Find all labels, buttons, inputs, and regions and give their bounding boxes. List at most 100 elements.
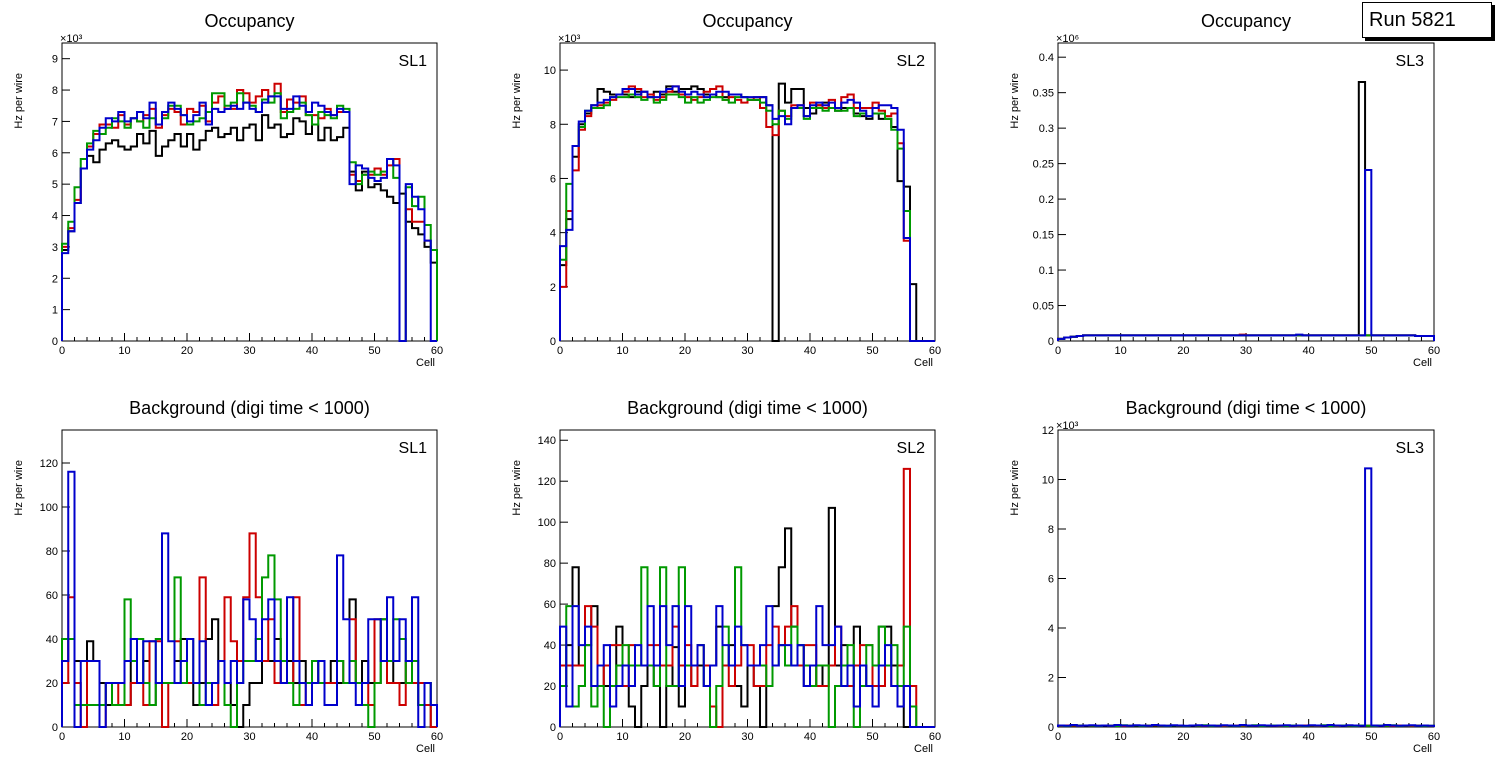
chart-2-xtick-label: 10 (616, 345, 628, 357)
chart-6-exponent: ×10³ (1056, 420, 1079, 432)
chart-1-ytick-label: 2 (52, 273, 58, 285)
chart-4-xtick-label: 30 (243, 731, 255, 743)
chart-1-exponent: ×10³ (60, 33, 83, 45)
chart-3-xlabel: Cell (1413, 357, 1432, 369)
chart-4-xtick-label: 40 (306, 731, 318, 743)
chart-3-frame (1057, 42, 1435, 342)
chart-4-xtick-label: 10 (118, 731, 130, 743)
chart-2-ytick-label: 4 (550, 228, 556, 240)
chart-5-ytick-label: 120 (538, 476, 556, 488)
chart-1-ytick-label: 8 (52, 85, 58, 97)
chart-6-ytick-label: 0 (1048, 722, 1054, 734)
chart-5-ytick-label: 60 (544, 599, 556, 611)
chart-2-title: Occupancy (702, 11, 792, 31)
chart-1-series-layer3 (61, 92, 438, 342)
chart-3-xtick-label: 30 (1240, 345, 1252, 357)
chart-2-series-layer4 (559, 85, 935, 342)
chart-2-frame (559, 42, 936, 342)
chart-6-ytick-label: 2 (1048, 673, 1054, 685)
chart-1-series-layer4 (61, 95, 437, 342)
chart-6-frame (1057, 429, 1435, 728)
chart-4-title: Background (digi time < 1000) (129, 398, 370, 418)
chart-1-ytick-label: 5 (52, 179, 58, 191)
chart-3-ytick-label: 0 (1048, 336, 1054, 348)
chart-1-title: Occupancy (204, 11, 294, 31)
chart-3-ytick-label: 0.1 (1039, 265, 1054, 277)
chart-2-ylabel: Hz per wire (511, 73, 523, 129)
chart-4-xlabel: Cell (416, 743, 435, 755)
chart-4-xtick-label: 50 (368, 731, 380, 743)
chart-5-ytick-label: 40 (544, 640, 556, 652)
chart-3-xtick-label: 20 (1177, 345, 1189, 357)
chart-4-ytick-label: 20 (46, 678, 58, 690)
chart-1-series-layer1 (61, 114, 438, 341)
chart-6-xtick-label: 50 (1365, 731, 1377, 743)
chart-5-ytick-label: 20 (544, 681, 556, 693)
chart-1-xtick-label: 50 (368, 345, 380, 357)
chart-6-series-layer4 (1057, 467, 1435, 727)
chart-6-ytick-label: 6 (1048, 574, 1054, 586)
chart-1-xtick-label: 20 (181, 345, 193, 357)
run-label: Run 5821 (1369, 9, 1456, 31)
chart-2-series-layer1 (559, 82, 935, 342)
chart-4-ytick-label: 120 (40, 458, 58, 470)
chart-3-xtick-label: 50 (1365, 345, 1377, 357)
chart-1-ytick-label: 0 (52, 336, 58, 348)
chart-5-title: Background (digi time < 1000) (627, 398, 868, 418)
chart-5-xtick-label: 60 (929, 731, 941, 743)
chart-1-ytick-label: 7 (52, 116, 58, 128)
chart-6-xtick-label: 30 (1240, 731, 1252, 743)
chart-2-ytick-label: 6 (550, 173, 556, 185)
chart-4-series-layer4 (61, 470, 438, 728)
chart-2-ytick-label: 8 (550, 119, 556, 131)
chart-2-ytick-label: 10 (544, 65, 556, 77)
chart-1-ytick-label: 9 (52, 54, 58, 66)
chart-6-xtick-label: 10 (1115, 731, 1127, 743)
chart-3-ytick-label: 0.05 (1033, 301, 1054, 313)
chart-2-xtick-label: 40 (804, 345, 816, 357)
chart-2-series-layer3 (559, 93, 935, 342)
chart-5-xlabel: Cell (914, 743, 933, 755)
chart-4-xtick-label: 20 (181, 731, 193, 743)
chart-1-ytick-label: 3 (52, 242, 58, 254)
chart-4-tag: SL1 (399, 440, 428, 457)
chart-1-ytick-label: 6 (52, 148, 58, 160)
chart-3-ytick-label: 0.15 (1033, 230, 1054, 242)
chart-4-xtick-label: 60 (431, 731, 443, 743)
chart-3-title: Occupancy (1201, 11, 1291, 31)
chart-3-xtick-label: 0 (1055, 345, 1061, 357)
chart-2-xtick-label: 50 (866, 345, 878, 357)
chart-3-exponent: ×10⁶ (1056, 33, 1079, 45)
chart-3-ylabel: Hz per wire (1009, 73, 1021, 129)
chart-1-xtick-label: 60 (431, 345, 443, 357)
chart-6-xlabel: Cell (1413, 743, 1432, 755)
chart-2-tag: SL2 (897, 53, 926, 70)
chart-2-exponent: ×10³ (558, 33, 581, 45)
chart-2-ytick-label: 0 (550, 336, 556, 348)
chart-6-title: Background (digi time < 1000) (1126, 398, 1367, 418)
chart-6-xtick-label: 0 (1055, 731, 1061, 743)
chart-2-xtick-label: 20 (679, 345, 691, 357)
chart-6-xtick-label: 60 (1428, 731, 1440, 743)
chart-5-series-layer1 (559, 506, 935, 728)
chart-5-ytick-label: 0 (550, 722, 556, 734)
chart-1-tag: SL1 (399, 53, 428, 70)
chart-2-xtick-label: 30 (741, 345, 753, 357)
chart-6-xtick-label: 40 (1303, 731, 1315, 743)
chart-2-xlabel: Cell (914, 357, 933, 369)
chart-3-tag: SL3 (1396, 53, 1425, 70)
chart-5-ylabel: Hz per wire (511, 460, 523, 516)
chart-1-xtick-label: 0 (59, 345, 65, 357)
chart-3-xtick-label: 60 (1428, 345, 1440, 357)
chart-6-tag: SL3 (1396, 440, 1425, 457)
chart-3-ytick-label: 0.3 (1039, 123, 1054, 135)
chart-6-ytick-label: 8 (1048, 524, 1054, 536)
chart-5-ytick-label: 140 (538, 435, 556, 447)
chart-3-ytick-label: 0.4 (1039, 52, 1054, 64)
chart-4-ytick-label: 0 (52, 722, 58, 734)
chart-1-ytick-label: 1 (52, 305, 58, 317)
chart-3-ytick-label: 0.35 (1033, 88, 1054, 100)
chart-4-ytick-label: 80 (46, 546, 58, 558)
run-label-box: Run 5821 (1362, 2, 1492, 38)
